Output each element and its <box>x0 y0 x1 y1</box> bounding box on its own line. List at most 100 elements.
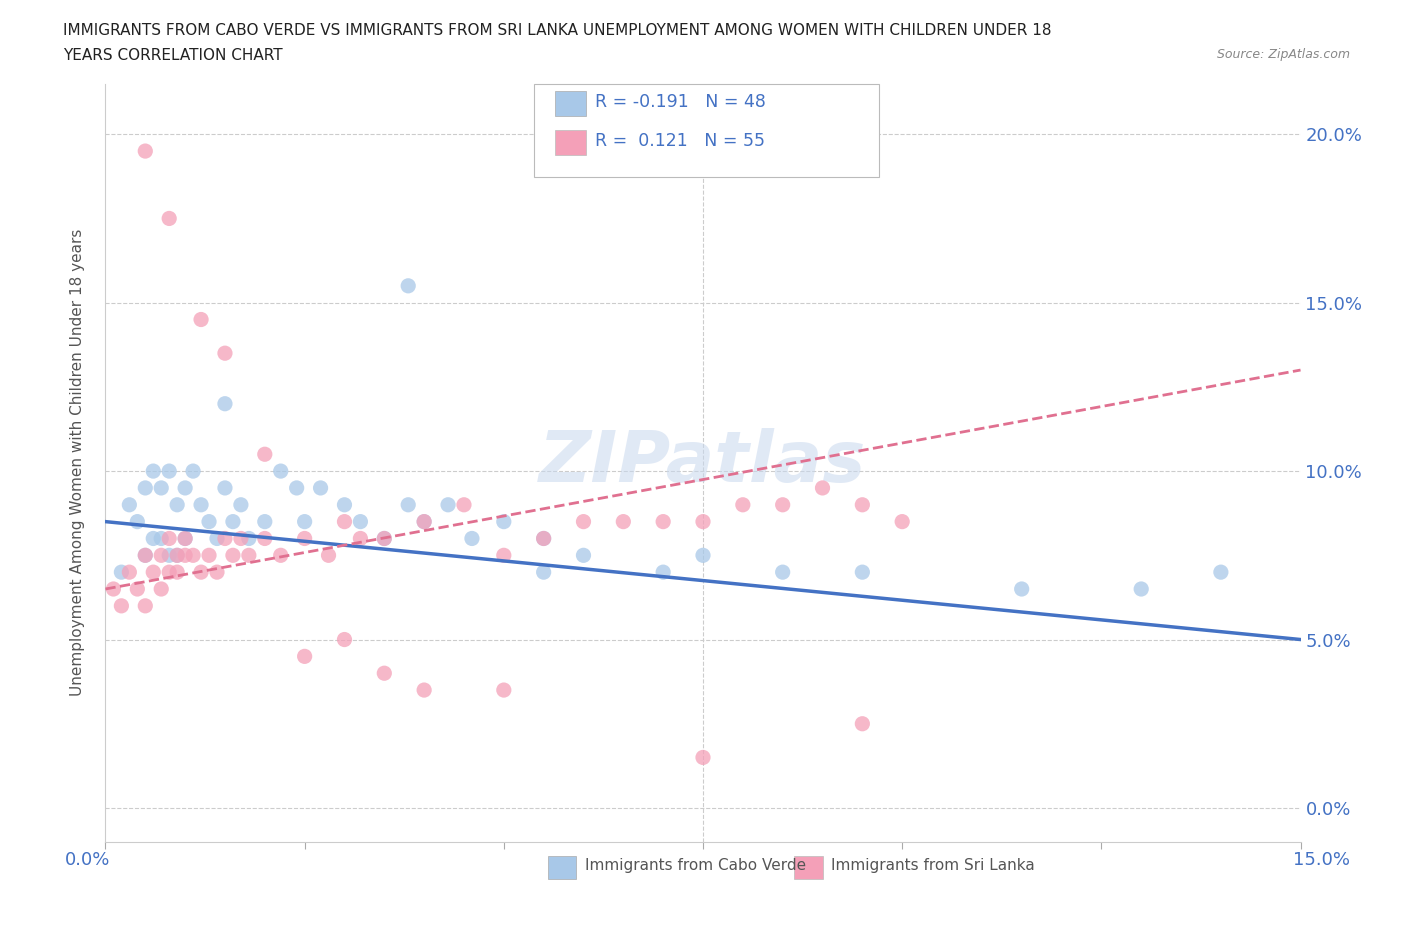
Point <box>253 531 276 546</box>
Point <box>157 211 180 226</box>
Point <box>157 565 180 579</box>
Point <box>174 531 197 546</box>
Point <box>174 531 197 546</box>
Point <box>453 498 475 512</box>
Point <box>181 464 204 479</box>
Point <box>134 481 156 496</box>
Point <box>533 531 555 546</box>
Point <box>731 498 754 512</box>
Point <box>110 565 132 579</box>
Point <box>229 531 252 546</box>
Point <box>692 548 714 563</box>
Point <box>174 481 197 496</box>
Point <box>134 548 156 563</box>
Point <box>285 481 308 496</box>
Point <box>492 514 515 529</box>
Point <box>413 514 436 529</box>
Point <box>118 498 141 512</box>
Point <box>413 683 436 698</box>
Point <box>652 514 675 529</box>
Point <box>1130 581 1153 596</box>
Point <box>373 531 395 546</box>
Point <box>533 565 555 579</box>
Point <box>333 514 356 529</box>
Point <box>150 548 173 563</box>
Point <box>413 514 436 529</box>
Text: R =  0.121   N = 55: R = 0.121 N = 55 <box>595 132 765 150</box>
Point <box>891 514 914 529</box>
Point <box>190 565 212 579</box>
Text: Source: ZipAtlas.com: Source: ZipAtlas.com <box>1216 48 1350 61</box>
Point <box>253 514 276 529</box>
Point <box>166 498 188 512</box>
Point <box>253 446 276 461</box>
Point <box>318 548 340 563</box>
Point <box>166 548 188 563</box>
Point <box>270 464 292 479</box>
Point <box>349 514 371 529</box>
Point <box>373 531 395 546</box>
Point <box>492 683 515 698</box>
Text: 0.0%: 0.0% <box>65 851 110 870</box>
Point <box>214 346 236 361</box>
Point <box>174 548 197 563</box>
Point <box>294 514 316 529</box>
Point <box>396 278 419 293</box>
Point <box>533 531 555 546</box>
Point <box>142 531 165 546</box>
Point <box>572 548 595 563</box>
Point <box>134 598 156 613</box>
Point <box>142 464 165 479</box>
Point <box>198 548 221 563</box>
Point <box>103 581 125 596</box>
Point <box>166 565 188 579</box>
Point <box>127 514 149 529</box>
Point <box>373 666 395 681</box>
Point <box>214 396 236 411</box>
Text: Immigrants from Sri Lanka: Immigrants from Sri Lanka <box>831 858 1035 873</box>
Text: ZIPatlas: ZIPatlas <box>540 428 866 498</box>
Point <box>181 548 204 563</box>
Point <box>294 531 316 546</box>
Point <box>851 716 873 731</box>
Point <box>811 481 834 496</box>
Point <box>294 649 316 664</box>
Point <box>612 514 634 529</box>
Point <box>692 750 714 764</box>
Point <box>229 498 252 512</box>
Point <box>1011 581 1033 596</box>
Point <box>851 498 873 512</box>
Point <box>572 514 595 529</box>
Point <box>309 481 332 496</box>
Text: YEARS CORRELATION CHART: YEARS CORRELATION CHART <box>63 48 283 63</box>
Point <box>205 565 228 579</box>
Point <box>157 548 180 563</box>
Point <box>396 498 419 512</box>
Point <box>198 514 221 529</box>
Point <box>349 531 371 546</box>
Point <box>461 531 484 546</box>
Point <box>333 498 356 512</box>
Point <box>214 531 236 546</box>
Point <box>270 548 292 563</box>
Point <box>150 581 173 596</box>
Point <box>205 531 228 546</box>
Point <box>157 531 180 546</box>
Point <box>190 312 212 327</box>
Point <box>238 531 260 546</box>
Point <box>437 498 460 512</box>
Point <box>222 514 245 529</box>
Point <box>692 514 714 529</box>
Point <box>142 565 165 579</box>
Text: Immigrants from Cabo Verde: Immigrants from Cabo Verde <box>585 858 806 873</box>
Point <box>166 548 188 563</box>
Text: R = -0.191   N = 48: R = -0.191 N = 48 <box>595 93 766 111</box>
Point <box>772 565 794 579</box>
Point <box>127 581 149 596</box>
Point <box>222 548 245 563</box>
Point <box>214 481 236 496</box>
Point <box>150 531 173 546</box>
Point <box>110 598 132 613</box>
Point <box>851 565 873 579</box>
Point <box>118 565 141 579</box>
